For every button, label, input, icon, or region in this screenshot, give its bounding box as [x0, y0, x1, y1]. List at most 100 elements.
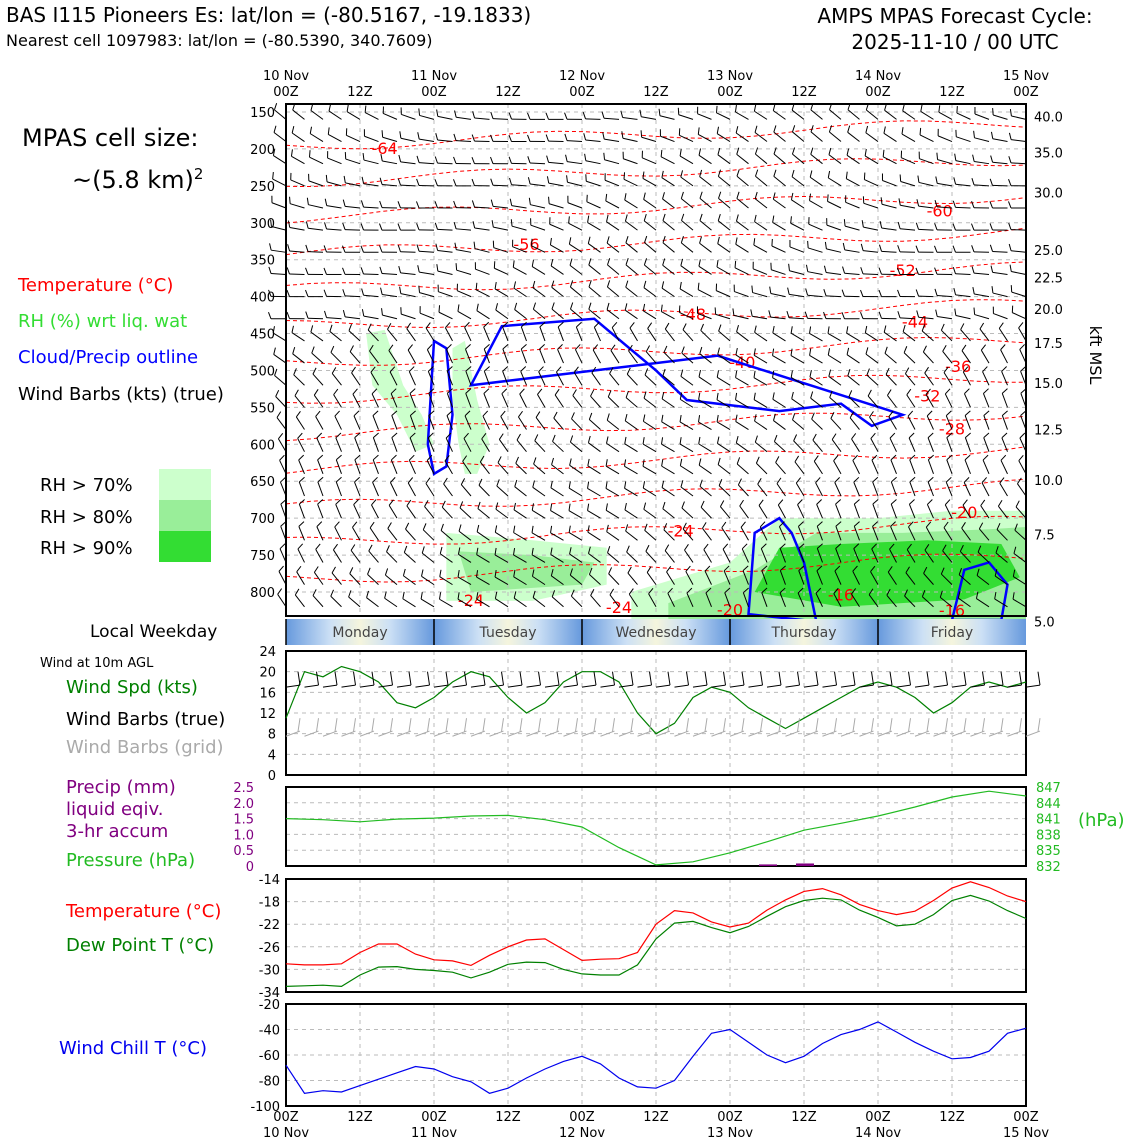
wind-barb-flag [719, 479, 722, 485]
wind-barb-flag [296, 411, 300, 417]
wind-barb-flag [662, 481, 664, 488]
wind-barb-flag [540, 344, 545, 349]
wind-barb-flag [755, 147, 757, 154]
wind-barb-staff [643, 466, 656, 474]
wind-barb-flag [682, 502, 685, 509]
wind-barb-flag [370, 522, 374, 528]
wind-barb-flag [373, 411, 378, 416]
wind-barb-staff [328, 158, 342, 164]
wind-barb-flag [824, 266, 826, 273]
wind-barb-staff [941, 330, 952, 341]
wind-barb-flag [861, 267, 863, 274]
wind-barb-flag [312, 347, 314, 354]
wind-barb-staff [606, 488, 619, 496]
wind-barb-staff [401, 314, 415, 319]
wind-barb-staff [350, 352, 360, 363]
wind-barb-staff [419, 251, 434, 252]
barb-grid-flag [724, 718, 726, 731]
wind-barb-staff [774, 442, 785, 452]
wind-barb-flag [533, 303, 535, 310]
wind-barb-flag [477, 525, 479, 532]
wind-barb-flag [701, 501, 704, 507]
barb-true-staff [786, 685, 800, 687]
wind-barb-staff [956, 207, 971, 208]
wind-barb-flag [630, 322, 634, 327]
wind-barb-flag [645, 368, 648, 374]
wind-barb-flag [495, 525, 496, 532]
barb-grid-flag [465, 718, 467, 731]
barb-true-flag [317, 672, 319, 685]
wind-barb-flag [575, 344, 580, 349]
wind-barb-flag [515, 480, 517, 487]
wind-barb-flag [305, 290, 308, 297]
wind-barb-staff [331, 596, 342, 606]
wind-barb-flag [335, 522, 340, 527]
wind-barb-flag [624, 172, 625, 179]
wind-barb-staff [606, 466, 619, 474]
wind-barb-staff [774, 176, 786, 185]
wind-barb-staff [570, 265, 582, 274]
wind-barb-staff [534, 464, 545, 474]
wind-barb-flag [280, 455, 285, 460]
wind-barb-flag [625, 214, 627, 221]
wind-barb-staff [882, 180, 896, 185]
pressure-tick-label: 350 [250, 254, 275, 269]
wind-barb-staff [791, 223, 804, 230]
wind-barb-staff [663, 199, 675, 208]
wind-barb-flag [999, 323, 1003, 329]
wind-barb-flag [455, 243, 456, 250]
wind-barb-staff [409, 372, 415, 386]
wind-barb-staff [458, 311, 471, 318]
wind-barb-staff [679, 115, 693, 120]
wind-barb-staff [401, 185, 416, 186]
wind-barb-flag [554, 412, 557, 418]
wind-barb-staff [419, 139, 434, 141]
barb-grid-flag [816, 718, 818, 731]
wind-barb-staff [588, 223, 601, 231]
wind-barb-flag [608, 390, 611, 396]
wind-barb-flag [736, 237, 737, 244]
wind-barb-staff [1011, 116, 1026, 119]
wind-barb-staff [900, 229, 915, 230]
wind-barb-flag [828, 326, 829, 333]
wind-barb-flag [1019, 322, 1023, 327]
wind-barb-staff [884, 133, 897, 141]
wind-barb-flag [336, 477, 341, 482]
wind-barb-flag [588, 237, 590, 244]
wind-barb-flag [361, 246, 364, 253]
weekday-name: Wednesday [615, 625, 696, 641]
wind-barb-flag [759, 500, 763, 506]
wind-barb-flag [547, 176, 548, 183]
wind-barb-flag [353, 389, 358, 394]
wind-barb-staff [627, 374, 637, 385]
barb-grid-staff [490, 731, 504, 736]
precip-tick-label: 2.0 [233, 797, 254, 812]
wind-barb-flag [982, 477, 987, 482]
wind-barb-staff [532, 510, 545, 518]
wind-barb-staff [364, 207, 379, 208]
wind-barb-flag [936, 177, 937, 184]
wind-barb-staff [535, 441, 545, 452]
wind-barb-flag [873, 477, 878, 482]
wind-barb-staff [552, 287, 564, 296]
wind-barb-staff [718, 221, 730, 230]
wind-barb-staff [644, 288, 656, 297]
wind-barb-flag [626, 236, 628, 243]
bottom-hour-label: 00Z [717, 1110, 743, 1125]
top-hour-label: 00Z [865, 85, 891, 100]
wind-barb-staff [550, 224, 564, 230]
wind-barb-flag [898, 311, 900, 318]
height-tick-label: 20.0 [1034, 303, 1063, 318]
wind-barb-staff [313, 596, 323, 607]
wind-barb-staff [604, 118, 619, 119]
wind-barb-staff [740, 506, 749, 518]
wind-barb-staff [569, 244, 582, 252]
wind-barb-flag [879, 290, 882, 297]
wind-barb-staff [406, 529, 416, 540]
wind-barb-flag [792, 392, 794, 399]
wind-barb-staff [438, 250, 453, 252]
wind-barb-flag [662, 415, 663, 422]
wind-barb-staff [1001, 350, 1008, 363]
wind-barb-staff [956, 295, 971, 297]
pressure-tick-label: 838 [1036, 828, 1061, 843]
